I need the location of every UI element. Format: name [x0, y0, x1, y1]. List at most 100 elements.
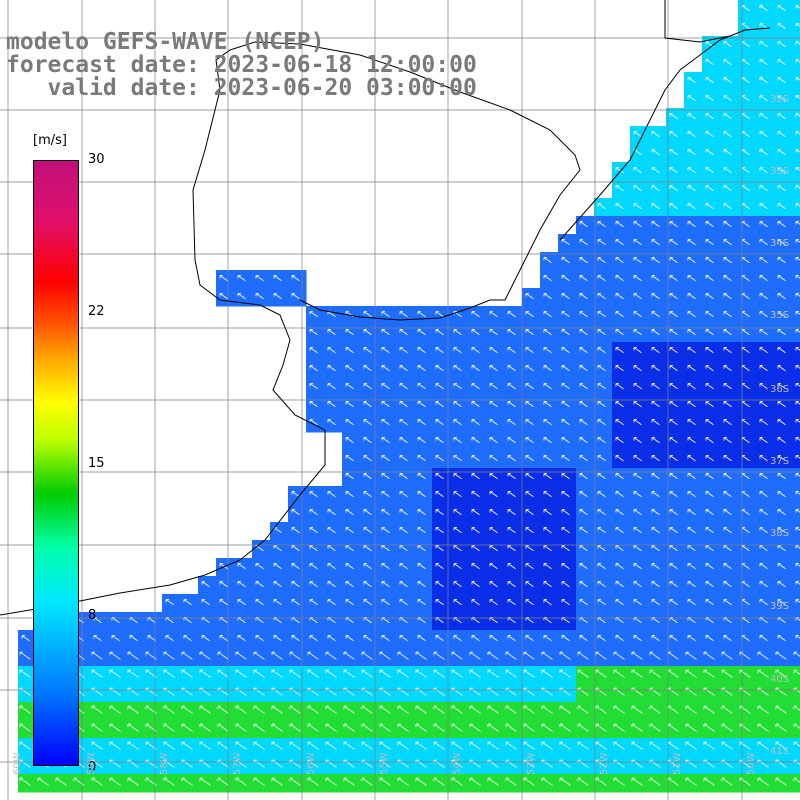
- wind-arrow: [775, 759, 787, 768]
- wind-arrow: [507, 545, 516, 552]
- ocean-cell: [792, 144, 800, 163]
- ocean-cell: [792, 360, 800, 379]
- wind-arrow: [525, 401, 534, 408]
- wind-arrow: [579, 293, 588, 300]
- wind-arrow: [561, 275, 570, 282]
- wind-arrow: [687, 509, 696, 516]
- wind-arrow: [633, 203, 642, 210]
- wind-arrow: [723, 545, 732, 552]
- lat-label: 34S: [770, 238, 790, 249]
- wind-arrow: [255, 581, 264, 588]
- wind-arrow: [579, 599, 588, 606]
- wind-arrow: [777, 599, 786, 606]
- wind-arrow: [471, 419, 480, 426]
- wind-arrow: [777, 365, 786, 372]
- wind-arrow: [579, 545, 588, 552]
- wind-arrow: [543, 419, 552, 426]
- wind-arrow: [217, 741, 229, 750]
- wind-arrow: [687, 311, 696, 318]
- wind-arrow: [273, 545, 282, 552]
- wind-arrow: [615, 419, 624, 426]
- wind-arrow: [759, 329, 768, 336]
- wind-arrow: [415, 669, 427, 678]
- wind-arrow: [759, 527, 768, 534]
- wind-arrow: [343, 705, 355, 714]
- wind-arrow: [687, 437, 696, 444]
- wind-arrow: [561, 257, 570, 264]
- ocean-cell: [792, 648, 800, 667]
- wind-arrow: [453, 419, 462, 426]
- lon-label: 55W: [379, 752, 390, 775]
- wind-arrow: [649, 669, 661, 678]
- wind-arrow: [703, 777, 715, 786]
- wind-arrow: [345, 635, 354, 642]
- wind-arrow: [685, 741, 697, 750]
- wind-arrow: [435, 365, 444, 372]
- wind-arrow: [561, 347, 570, 354]
- wind-arrow: [397, 741, 409, 750]
- wind-arrow: [127, 741, 139, 750]
- wind-arrow: [793, 723, 800, 729]
- wind-arrow: [723, 635, 732, 642]
- wind-arrow: [471, 581, 480, 588]
- wind-arrow: [613, 651, 625, 660]
- wind-arrow: [235, 759, 247, 768]
- wind-arrow: [165, 599, 174, 606]
- wind-arrow: [471, 311, 480, 318]
- wind-arrow: [757, 759, 769, 768]
- lon-label: 53W: [526, 752, 537, 775]
- wind-arrow: [199, 705, 211, 714]
- wind-arrow: [183, 635, 192, 642]
- wind-arrow: [669, 437, 678, 444]
- wind-arrow: [73, 777, 85, 786]
- wind-arrow: [613, 777, 625, 786]
- wind-arrow: [507, 329, 516, 336]
- wind-arrow: [451, 741, 463, 750]
- wind-arrow: [759, 167, 768, 174]
- wind-arrow: [163, 705, 175, 714]
- wind-arrow: [489, 455, 498, 462]
- wind-arrow: [685, 669, 697, 678]
- ocean-cell: [792, 702, 800, 721]
- wind-arrow: [471, 347, 480, 354]
- wind-arrow: [543, 527, 552, 534]
- wind-arrow: [651, 185, 660, 192]
- wind-arrow: [723, 77, 732, 84]
- wind-arrow: [561, 455, 570, 462]
- wind-arrow: [777, 275, 786, 282]
- wind-arrow: [343, 723, 355, 732]
- wind-arrow: [633, 329, 642, 336]
- wind-arrow: [543, 635, 552, 642]
- wind-arrow: [469, 759, 481, 768]
- wind-arrow: [471, 473, 480, 480]
- wind-arrow: [687, 77, 696, 84]
- wind-arrow: [487, 777, 499, 786]
- wind-arrow: [381, 635, 390, 642]
- wind-arrow: [309, 311, 318, 318]
- wind-arrow: [669, 167, 678, 174]
- ocean-cell: [792, 432, 800, 451]
- ocean-cell: [792, 54, 800, 73]
- wind-arrow: [399, 401, 408, 408]
- wind-arrow: [327, 419, 336, 426]
- wind-arrow: [363, 401, 372, 408]
- wind-arrow: [453, 545, 462, 552]
- wind-arrow: [705, 455, 714, 462]
- wind-arrow: [435, 455, 444, 462]
- wind-arrow: [127, 777, 139, 786]
- wind-arrow: [417, 509, 426, 516]
- wind-arrow: [289, 777, 301, 786]
- wind-arrow: [289, 759, 301, 768]
- wind-arrow: [451, 777, 463, 786]
- wind-arrow: [633, 437, 642, 444]
- wind-arrow: [631, 705, 643, 714]
- wind-arrow: [399, 581, 408, 588]
- wind-arrow: [651, 563, 660, 570]
- wind-arrow: [597, 473, 606, 480]
- wind-arrow: [579, 581, 588, 588]
- wind-arrow: [543, 257, 552, 264]
- wind-arrow: [219, 275, 228, 282]
- wind-arrow: [487, 687, 499, 696]
- ocean-cell: [792, 36, 800, 55]
- wind-arrow: [255, 599, 264, 606]
